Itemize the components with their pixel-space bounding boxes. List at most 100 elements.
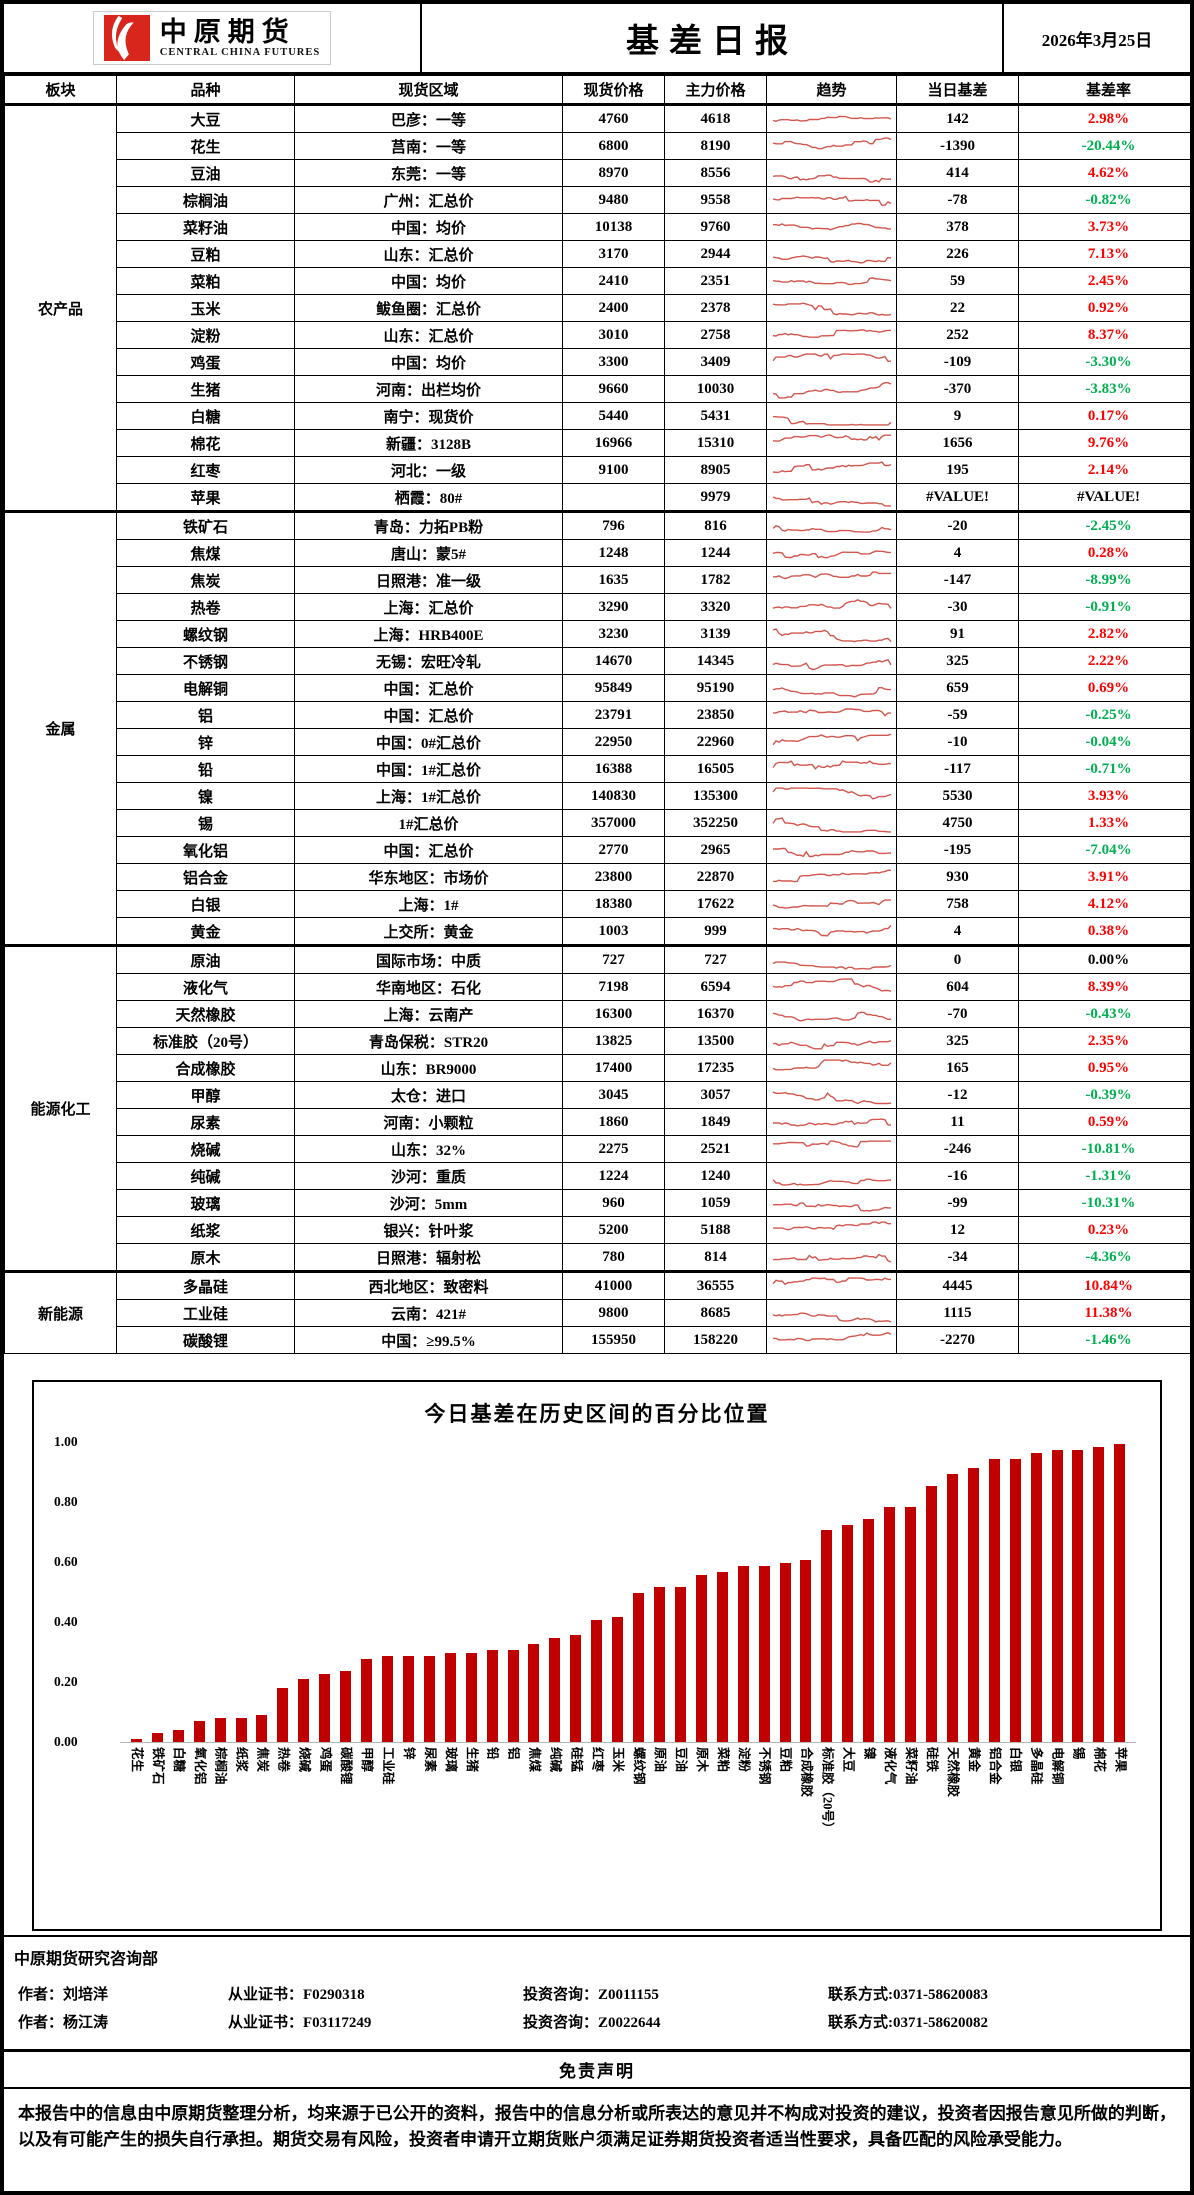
basis-rate-cell: -3.30% (1018, 348, 1190, 376)
main-price-cell: 36555 (664, 1270, 767, 1300)
chart-bar (800, 1560, 812, 1742)
chart-x-label-text: 菜粕 (715, 1747, 730, 1773)
variety-cell: 天然橡胶 (116, 1000, 295, 1028)
basis-cell: 12 (896, 1216, 1019, 1244)
trend-sparkline (766, 1081, 897, 1109)
basis-rate-cell: 2.45% (1018, 267, 1190, 295)
chart-x-label-text: 螺纹钢 (632, 1747, 647, 1785)
table-row: 红枣 河北：一级 9100 8905 195 2.14% (5, 456, 1190, 484)
basis-cell: 4750 (896, 809, 1019, 837)
main-price-cell: 352250 (664, 809, 767, 837)
variety-cell: 锡 (116, 809, 295, 837)
chart-bar (193, 1721, 205, 1742)
chart-bar-slot (900, 1442, 921, 1742)
trend-sparkline (766, 456, 897, 484)
trend-sparkline (766, 1054, 897, 1082)
chart-x-label-text: 铝合金 (987, 1747, 1002, 1785)
chart-x-label: 焦炭 (252, 1747, 273, 1772)
report-header: 中原期货 CENTRAL CHINA FUTURES 基差日报 2026年3月2… (4, 4, 1190, 75)
main-price-cell: 9558 (664, 186, 767, 214)
chart-x-label: 豆油 (670, 1747, 691, 1772)
basis-rate-cell: 3.91% (1018, 863, 1190, 891)
col-header-sector: 板块 (4, 75, 117, 106)
chart-x-label: 玻璃 (440, 1747, 461, 1772)
basis-cell: -30 (896, 593, 1019, 621)
chart-bar-slot (963, 1442, 984, 1742)
variety-cell: 黄金 (116, 917, 295, 946)
spot-price-cell: 9800 (562, 1299, 665, 1327)
trend-sparkline (766, 674, 897, 702)
chart-x-label-text: 焦煤 (527, 1747, 542, 1773)
chart-bar-slot (1026, 1442, 1047, 1742)
chart-x-label-text: 碳酸锂 (339, 1747, 354, 1785)
basis-rate-cell: 8.39% (1018, 973, 1190, 1001)
region-cell: 河南：出栏均价 (294, 375, 563, 403)
main-price-cell: 5431 (664, 402, 767, 430)
main-price-cell: 1849 (664, 1108, 767, 1136)
chart-x-label-text: 纸浆 (234, 1747, 249, 1773)
spot-price-cell: 9660 (562, 375, 665, 403)
basis-rate-cell: -0.04% (1018, 728, 1190, 756)
company-logo: 中原期货 CENTRAL CHINA FUTURES (4, 4, 422, 72)
region-cell: 青岛保税：STR20 (294, 1027, 563, 1055)
table-row: 能源化工 原油 国际市场：中质 727 727 0 0.00% (4, 944, 1190, 1272)
region-cell: 唐山：蒙5# (294, 539, 563, 567)
variety-cell: 铁矿石 (116, 510, 295, 540)
spot-price-cell: 17400 (562, 1054, 665, 1082)
spot-price-cell: 3010 (562, 321, 665, 349)
table-row: 合成橡胶 山东：BR9000 17400 17235 165 0.95% (5, 1054, 1190, 1082)
spot-price-cell: 16966 (562, 429, 665, 457)
variety-cell: 红枣 (116, 456, 295, 484)
chart-bar (423, 1655, 435, 1742)
basis-cell: #VALUE! (896, 483, 1019, 512)
variety-cell: 花生 (116, 132, 295, 160)
author-name: 作者：杨江涛 (18, 2015, 109, 2031)
basis-rate-cell: -0.71% (1018, 755, 1190, 783)
trend-sparkline (766, 240, 897, 268)
trend-sparkline (766, 755, 897, 783)
main-price-cell: 13500 (664, 1027, 767, 1055)
region-cell: 日照港：准一级 (294, 566, 563, 594)
chart-x-label: 鸡蛋 (314, 1747, 335, 1772)
region-cell: 中国：汇总价 (294, 701, 563, 729)
spot-price-cell: 95849 (562, 674, 665, 702)
chart-x-label-text: 合成橡胶 (799, 1747, 814, 1798)
chart-bar (674, 1587, 686, 1742)
variety-cell: 螺纹钢 (116, 620, 295, 648)
main-price-cell: 17235 (664, 1054, 767, 1082)
region-cell: 莒南：一等 (294, 132, 563, 160)
chart-bar-slot (607, 1442, 628, 1742)
chart-x-label: 铝 (503, 1747, 524, 1760)
region-cell: 日照港：辐射松 (294, 1243, 563, 1272)
table-row: 焦炭 日照港：准一级 1635 1782 -147 -8.99% (5, 566, 1190, 594)
basis-cell: 142 (896, 103, 1019, 133)
basis-rate-cell: 9.76% (1018, 429, 1190, 457)
main-price-cell: 1240 (664, 1162, 767, 1190)
table-row: 锡 1#汇总价 357000 352250 4750 1.33% (5, 809, 1190, 837)
spot-price-cell: 2770 (562, 836, 665, 864)
main-price-cell: 1059 (664, 1189, 767, 1217)
chart-x-label: 生猪 (461, 1747, 482, 1772)
trend-sparkline (766, 1270, 897, 1300)
spot-price-cell: 357000 (562, 809, 665, 837)
table-row: 金属 铁矿石 青岛：力拓PB粉 796 816 -20 -2.45% (4, 510, 1190, 946)
region-cell: 西北地区：致密料 (294, 1270, 563, 1300)
chart-bar (1030, 1452, 1042, 1742)
chart-bar-slot (252, 1442, 273, 1742)
table-row: 不锈钢 无锡：宏旺冷轧 14670 14345 325 2.22% (5, 647, 1190, 675)
chart-bar-slot (398, 1442, 419, 1742)
main-price-cell: 22960 (664, 728, 767, 756)
basis-rate-cell: 2.35% (1018, 1027, 1190, 1055)
basis-cell: -20 (896, 510, 1019, 540)
variety-cell: 原木 (116, 1243, 295, 1272)
chart-x-label: 不锈钢 (754, 1747, 775, 1785)
chart-bar (361, 1658, 373, 1742)
spot-price-cell: 3170 (562, 240, 665, 268)
region-cell: 栖霞：80# (294, 483, 563, 512)
chart-x-label-text: 锡 (1071, 1747, 1086, 1760)
main-price-cell: 10030 (664, 375, 767, 403)
chart-x-label: 热卷 (272, 1747, 293, 1772)
chart-bar-slot (503, 1442, 524, 1742)
chart-bar-slot (1109, 1442, 1130, 1742)
col-header-main-price: 主力价格 (664, 75, 767, 106)
